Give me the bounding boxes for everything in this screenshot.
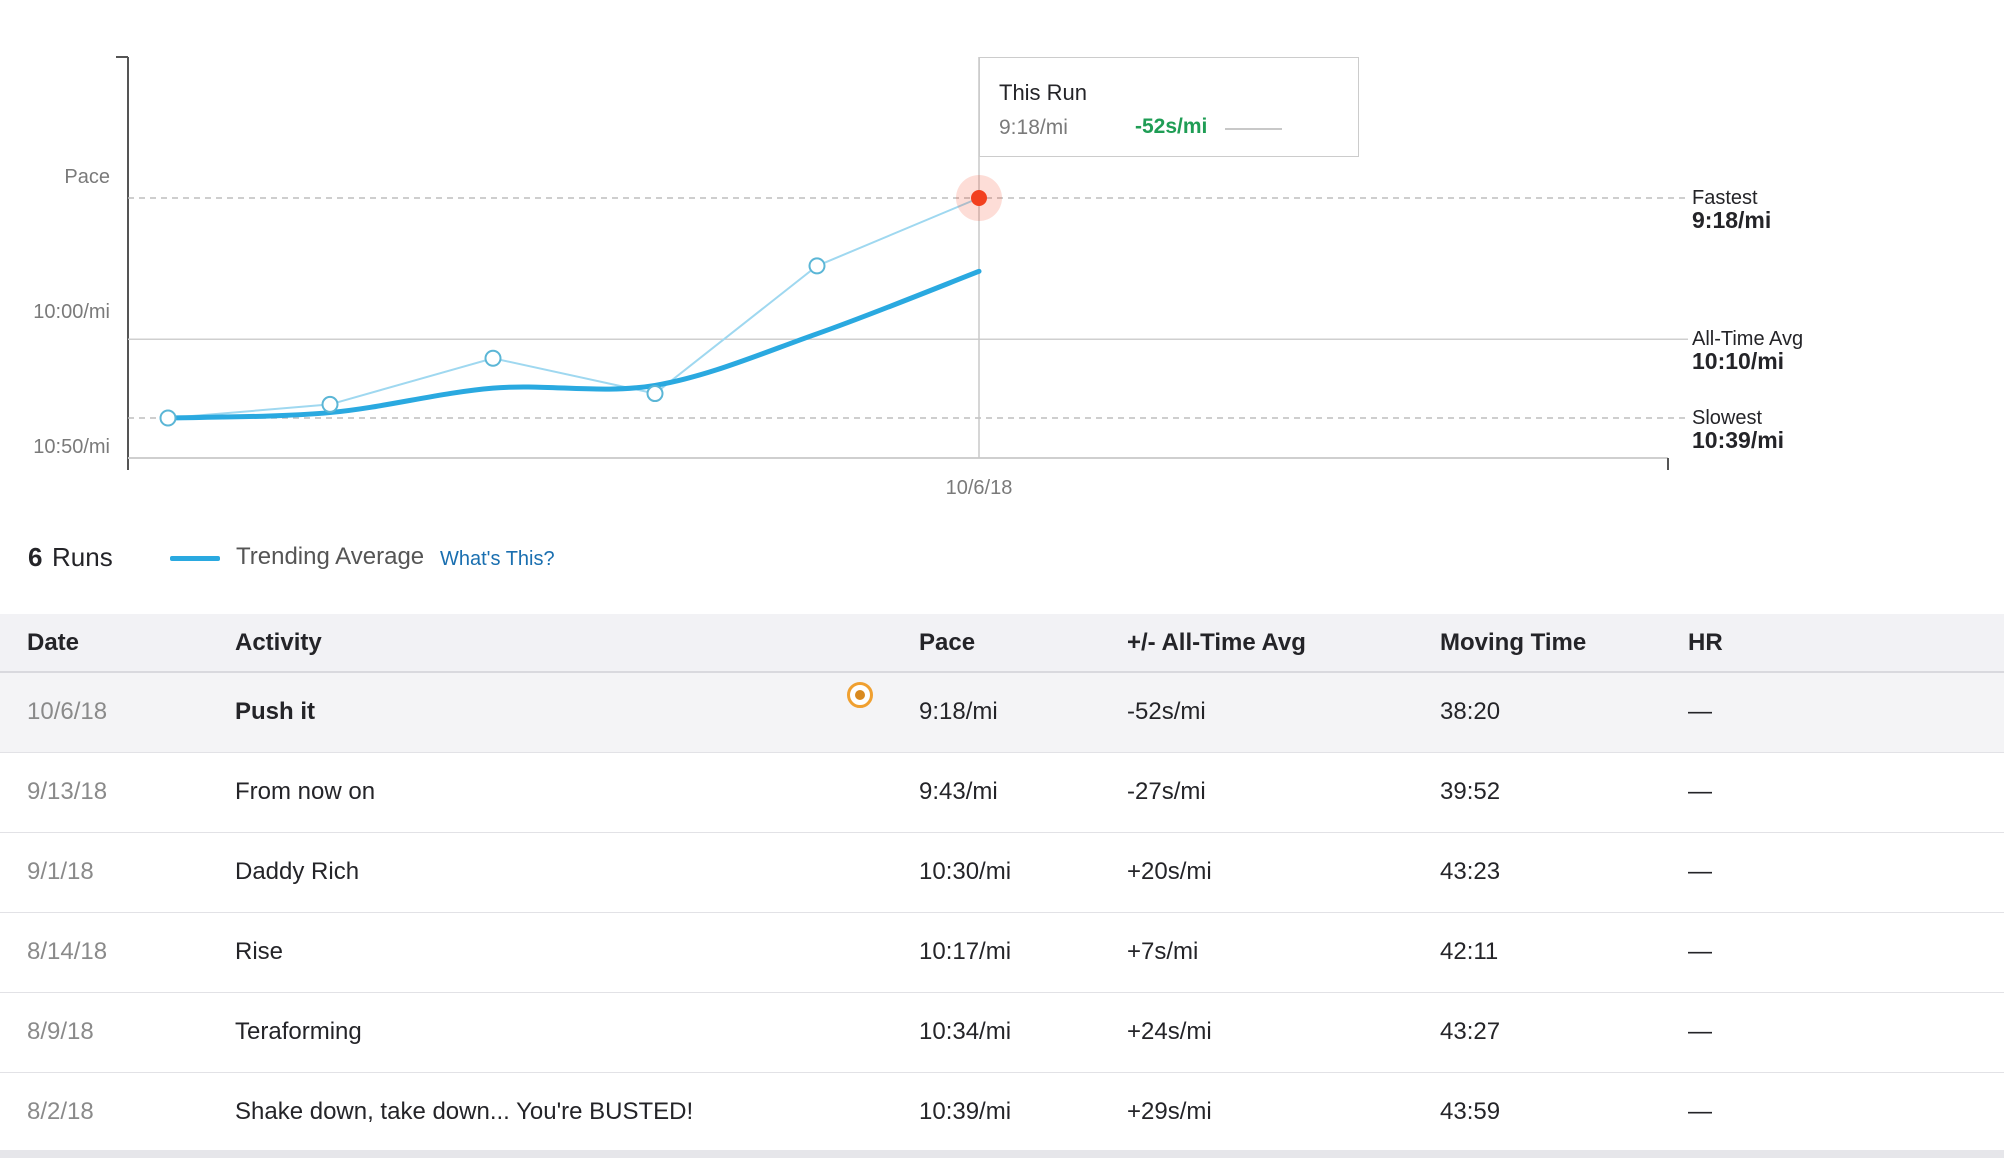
highlight-point <box>971 190 987 206</box>
header-vs-avg[interactable]: +/- All-Time Avg <box>1127 614 1440 673</box>
run-hr: — <box>1688 752 2004 833</box>
run-vs-avg: -27s/mi <box>1127 752 1440 833</box>
y-axis-title: Pace <box>64 166 110 188</box>
table-row[interactable]: 9/13/18 From now on 9:43/mi -27s/mi 39:5… <box>0 752 2004 833</box>
run-activity[interactable]: Push it <box>235 672 919 753</box>
chart-axes <box>116 56 1669 470</box>
tooltip-divider <box>1225 128 1282 130</box>
run-pace: 10:30/mi <box>919 832 1127 913</box>
tooltip-pace: 9:18/mi <box>999 116 1068 139</box>
run-moving-time: 43:27 <box>1440 992 1688 1073</box>
run-hr: — <box>1688 672 2004 753</box>
chart-labels: Pace 10:00/mi 10:50/mi 10/6/18 Fastest9:18/m… <box>33 166 1803 499</box>
reference-value: 10:10/mi <box>1692 348 1784 374</box>
run-date: 10/6/18 <box>0 672 235 753</box>
run-date: 8/9/18 <box>0 992 235 1073</box>
run-moving-time: 38:20 <box>1440 672 1688 753</box>
run-pace: 9:43/mi <box>919 752 1127 833</box>
run-vs-avg: +20s/mi <box>1127 832 1440 913</box>
table-row[interactable]: 9/1/18 Daddy Rich 10:30/mi +20s/mi 43:23… <box>0 832 2004 913</box>
table-row[interactable]: 8/2/18 Shake down, take down... You're B… <box>0 1072 2004 1153</box>
pace-chart: Pace10:00/mi10:50/mi10/6/18Fastest9:18/m… <box>33 56 1803 499</box>
run-moving-time: 42:11 <box>1440 912 1688 993</box>
achievement-badge-icon <box>847 682 873 709</box>
run-point <box>646 385 664 403</box>
run-moving-time: 43:23 <box>1440 832 1688 913</box>
run-vs-avg: +29s/mi <box>1127 1072 1440 1153</box>
header-hr[interactable]: HR <box>1688 614 2004 673</box>
reference-value: 10:39/mi <box>1692 427 1784 453</box>
runs-table: Date Activity Pace +/- All-Time Avg Movi… <box>0 614 2004 1153</box>
run-point <box>484 349 502 367</box>
table-bottom-edge <box>0 1150 2004 1158</box>
run-vs-avg: -52s/mi <box>1127 672 1440 753</box>
reference-label: All-Time Avg <box>1692 328 1803 350</box>
run-date: 9/1/18 <box>0 832 235 913</box>
table-row[interactable]: 8/9/18 Teraforming 10:34/mi +24s/mi 43:2… <box>0 992 2004 1073</box>
whats-this-link[interactable]: What's This? <box>440 548 555 570</box>
run-hr: — <box>1688 912 2004 993</box>
run-pace: 10:39/mi <box>919 1072 1127 1153</box>
this-run-tooltip: This Run 9:18/mi -52s/mi <box>979 57 1359 157</box>
x-tick-label: 10/6/18 <box>946 477 1013 499</box>
run-pace: 10:17/mi <box>919 912 1127 993</box>
trend-legend-label: Trending Average <box>236 543 425 570</box>
run-activity[interactable]: From now on <box>235 752 919 833</box>
tooltip-delta: -52s/mi <box>1135 115 1208 138</box>
run-activity[interactable]: Rise <box>235 912 919 993</box>
tooltip-title: This Run <box>999 80 1088 105</box>
run-activity-link[interactable]: Push it <box>235 698 316 726</box>
runs-count-label: Runs <box>52 542 113 572</box>
y-tick-label: 10:00/mi <box>33 301 110 323</box>
run-vs-avg: +24s/mi <box>1127 992 1440 1073</box>
table-row[interactable]: 8/14/18 Rise 10:17/mi +7s/mi 42:11 — <box>0 912 2004 993</box>
run-moving-time: 39:52 <box>1440 752 1688 833</box>
run-date: 8/14/18 <box>0 912 235 993</box>
run-hr: — <box>1688 992 2004 1073</box>
run-date: 8/2/18 <box>0 1072 235 1153</box>
run-vs-avg: +7s/mi <box>1127 912 1440 993</box>
runs-count: 6 <box>28 542 43 572</box>
run-activity[interactable]: Teraforming <box>235 992 919 1073</box>
trend-legend-swatch <box>170 556 220 561</box>
reference-value: 9:18/mi <box>1692 207 1771 233</box>
header-activity[interactable]: Activity <box>235 614 919 673</box>
y-tick-label: 10:50/mi <box>33 436 110 458</box>
header-pace[interactable]: Pace <box>919 614 1127 673</box>
run-activity[interactable]: Shake down, take down... You're BUSTED! <box>235 1072 919 1153</box>
run-point <box>159 409 177 427</box>
run-pace: 9:18/mi <box>919 672 1127 753</box>
runs-line <box>167 197 980 419</box>
reference-label: Slowest <box>1692 407 1762 429</box>
reference-label: Fastest <box>1692 187 1758 209</box>
run-point <box>321 395 339 413</box>
run-activity[interactable]: Daddy Rich <box>235 832 919 913</box>
run-moving-time: 43:59 <box>1440 1072 1688 1153</box>
header-moving-time[interactable]: Moving Time <box>1440 614 1688 673</box>
run-point <box>808 257 826 275</box>
run-pace: 10:34/mi <box>919 992 1127 1073</box>
table-row[interactable]: 10/6/18 Push it 9:18/mi -52s/mi 38:20 — <box>0 672 2004 753</box>
run-hr: — <box>1688 832 2004 913</box>
header-date[interactable]: Date <box>0 614 235 673</box>
run-date: 9/13/18 <box>0 752 235 833</box>
reference-lines <box>128 57 1688 458</box>
table-header-row: Date Activity Pace +/- All-Time Avg Movi… <box>0 614 2004 673</box>
runs-summary: 6 Runs Trending Average What's This? <box>28 540 928 576</box>
trend-line <box>165 268 982 421</box>
run-hr: — <box>1688 1072 2004 1153</box>
series-layer <box>159 175 1002 427</box>
